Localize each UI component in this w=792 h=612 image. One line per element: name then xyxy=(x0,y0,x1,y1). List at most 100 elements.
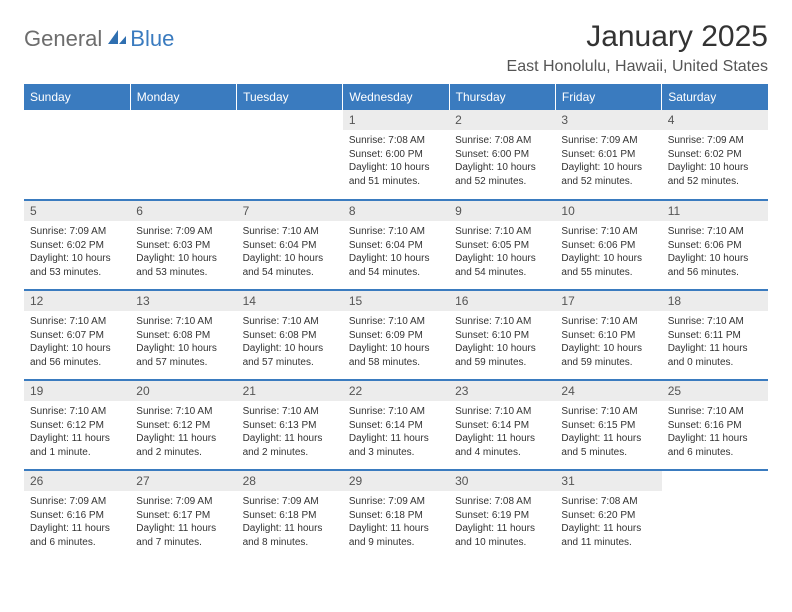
day-number: 29 xyxy=(343,471,449,491)
day-number: 24 xyxy=(555,381,661,401)
calendar-cell: 9Sunrise: 7:10 AMSunset: 6:05 PMDaylight… xyxy=(449,200,555,290)
calendar-cell: 31Sunrise: 7:08 AMSunset: 6:20 PMDayligh… xyxy=(555,470,661,560)
day-number: 27 xyxy=(130,471,236,491)
day-number: 3 xyxy=(555,110,661,130)
day-details: Sunrise: 7:09 AMSunset: 6:18 PMDaylight:… xyxy=(237,491,343,553)
day-details: Sunrise: 7:08 AMSunset: 6:00 PMDaylight:… xyxy=(449,130,555,192)
calendar-row: 12Sunrise: 7:10 AMSunset: 6:07 PMDayligh… xyxy=(24,290,768,380)
title-block: January 2025 East Honolulu, Hawaii, Unit… xyxy=(507,20,768,76)
day-number: 6 xyxy=(130,201,236,221)
calendar-row: 5Sunrise: 7:09 AMSunset: 6:02 PMDaylight… xyxy=(24,200,768,290)
calendar-cell: 17Sunrise: 7:10 AMSunset: 6:10 PMDayligh… xyxy=(555,290,661,380)
day-details: Sunrise: 7:10 AMSunset: 6:10 PMDaylight:… xyxy=(449,311,555,373)
day-number: 4 xyxy=(662,110,768,130)
day-number: 18 xyxy=(662,291,768,311)
day-number: 13 xyxy=(130,291,236,311)
day-number: 12 xyxy=(24,291,130,311)
day-number: 19 xyxy=(24,381,130,401)
day-details: Sunrise: 7:10 AMSunset: 6:09 PMDaylight:… xyxy=(343,311,449,373)
day-details: Sunrise: 7:10 AMSunset: 6:12 PMDaylight:… xyxy=(24,401,130,463)
calendar-cell: 19Sunrise: 7:10 AMSunset: 6:12 PMDayligh… xyxy=(24,380,130,470)
logo-text-general: General xyxy=(24,26,102,52)
calendar-cell: 25Sunrise: 7:10 AMSunset: 6:16 PMDayligh… xyxy=(662,380,768,470)
calendar-cell xyxy=(237,110,343,200)
day-number: 14 xyxy=(237,291,343,311)
calendar-cell: 10Sunrise: 7:10 AMSunset: 6:06 PMDayligh… xyxy=(555,200,661,290)
calendar-cell: 4Sunrise: 7:09 AMSunset: 6:02 PMDaylight… xyxy=(662,110,768,200)
calendar-cell: 30Sunrise: 7:08 AMSunset: 6:19 PMDayligh… xyxy=(449,470,555,560)
weekday-header: Thursday xyxy=(449,84,555,110)
day-number: 17 xyxy=(555,291,661,311)
calendar-cell: 27Sunrise: 7:09 AMSunset: 6:17 PMDayligh… xyxy=(130,470,236,560)
calendar-cell: 5Sunrise: 7:09 AMSunset: 6:02 PMDaylight… xyxy=(24,200,130,290)
weekday-header: Tuesday xyxy=(237,84,343,110)
day-details: Sunrise: 7:10 AMSunset: 6:04 PMDaylight:… xyxy=(237,221,343,283)
day-details: Sunrise: 7:10 AMSunset: 6:12 PMDaylight:… xyxy=(130,401,236,463)
calendar-cell: 16Sunrise: 7:10 AMSunset: 6:10 PMDayligh… xyxy=(449,290,555,380)
day-number: 9 xyxy=(449,201,555,221)
weekday-header: Monday xyxy=(130,84,236,110)
calendar-cell: 18Sunrise: 7:10 AMSunset: 6:11 PMDayligh… xyxy=(662,290,768,380)
day-number: 22 xyxy=(343,381,449,401)
day-number: 28 xyxy=(237,471,343,491)
day-details: Sunrise: 7:10 AMSunset: 6:15 PMDaylight:… xyxy=(555,401,661,463)
day-number: 5 xyxy=(24,201,130,221)
day-number: 30 xyxy=(449,471,555,491)
day-details: Sunrise: 7:10 AMSunset: 6:16 PMDaylight:… xyxy=(662,401,768,463)
calendar-cell: 20Sunrise: 7:10 AMSunset: 6:12 PMDayligh… xyxy=(130,380,236,470)
day-details: Sunrise: 7:09 AMSunset: 6:02 PMDaylight:… xyxy=(24,221,130,283)
calendar-cell: 14Sunrise: 7:10 AMSunset: 6:08 PMDayligh… xyxy=(237,290,343,380)
calendar-cell: 21Sunrise: 7:10 AMSunset: 6:13 PMDayligh… xyxy=(237,380,343,470)
day-details: Sunrise: 7:09 AMSunset: 6:18 PMDaylight:… xyxy=(343,491,449,553)
day-details: Sunrise: 7:10 AMSunset: 6:08 PMDaylight:… xyxy=(130,311,236,373)
calendar-cell: 6Sunrise: 7:09 AMSunset: 6:03 PMDaylight… xyxy=(130,200,236,290)
calendar-cell: 13Sunrise: 7:10 AMSunset: 6:08 PMDayligh… xyxy=(130,290,236,380)
calendar-body: 1Sunrise: 7:08 AMSunset: 6:00 PMDaylight… xyxy=(24,110,768,560)
calendar-cell: 15Sunrise: 7:10 AMSunset: 6:09 PMDayligh… xyxy=(343,290,449,380)
day-number: 21 xyxy=(237,381,343,401)
location-text: East Honolulu, Hawaii, United States xyxy=(507,58,768,76)
calendar-cell: 24Sunrise: 7:10 AMSunset: 6:15 PMDayligh… xyxy=(555,380,661,470)
day-details: Sunrise: 7:09 AMSunset: 6:01 PMDaylight:… xyxy=(555,130,661,192)
calendar-table: SundayMondayTuesdayWednesdayThursdayFrid… xyxy=(24,84,768,560)
calendar-cell: 29Sunrise: 7:09 AMSunset: 6:18 PMDayligh… xyxy=(343,470,449,560)
calendar-cell: 8Sunrise: 7:10 AMSunset: 6:04 PMDaylight… xyxy=(343,200,449,290)
header: General Blue January 2025 East Honolulu,… xyxy=(24,20,768,76)
day-details: Sunrise: 7:09 AMSunset: 6:16 PMDaylight:… xyxy=(24,491,130,553)
calendar-cell: 23Sunrise: 7:10 AMSunset: 6:14 PMDayligh… xyxy=(449,380,555,470)
day-details: Sunrise: 7:10 AMSunset: 6:13 PMDaylight:… xyxy=(237,401,343,463)
calendar-cell: 28Sunrise: 7:09 AMSunset: 6:18 PMDayligh… xyxy=(237,470,343,560)
weekday-header: Sunday xyxy=(24,84,130,110)
day-number: 1 xyxy=(343,110,449,130)
day-number: 20 xyxy=(130,381,236,401)
weekday-header: Wednesday xyxy=(343,84,449,110)
calendar-row: 19Sunrise: 7:10 AMSunset: 6:12 PMDayligh… xyxy=(24,380,768,470)
day-details: Sunrise: 7:10 AMSunset: 6:06 PMDaylight:… xyxy=(662,221,768,283)
weekday-header: Friday xyxy=(555,84,661,110)
logo-sail-icon xyxy=(106,28,128,51)
calendar-cell: 7Sunrise: 7:10 AMSunset: 6:04 PMDaylight… xyxy=(237,200,343,290)
day-details: Sunrise: 7:08 AMSunset: 6:00 PMDaylight:… xyxy=(343,130,449,192)
weekday-header: Saturday xyxy=(662,84,768,110)
day-details: Sunrise: 7:10 AMSunset: 6:11 PMDaylight:… xyxy=(662,311,768,373)
calendar-row: 26Sunrise: 7:09 AMSunset: 6:16 PMDayligh… xyxy=(24,470,768,560)
day-number: 8 xyxy=(343,201,449,221)
calendar-cell: 12Sunrise: 7:10 AMSunset: 6:07 PMDayligh… xyxy=(24,290,130,380)
day-details: Sunrise: 7:10 AMSunset: 6:08 PMDaylight:… xyxy=(237,311,343,373)
day-number: 15 xyxy=(343,291,449,311)
calendar-cell: 2Sunrise: 7:08 AMSunset: 6:00 PMDaylight… xyxy=(449,110,555,200)
day-details: Sunrise: 7:08 AMSunset: 6:20 PMDaylight:… xyxy=(555,491,661,553)
day-number: 16 xyxy=(449,291,555,311)
calendar-cell: 11Sunrise: 7:10 AMSunset: 6:06 PMDayligh… xyxy=(662,200,768,290)
day-details: Sunrise: 7:09 AMSunset: 6:17 PMDaylight:… xyxy=(130,491,236,553)
day-details: Sunrise: 7:10 AMSunset: 6:04 PMDaylight:… xyxy=(343,221,449,283)
day-details: Sunrise: 7:10 AMSunset: 6:14 PMDaylight:… xyxy=(343,401,449,463)
calendar-cell: 3Sunrise: 7:09 AMSunset: 6:01 PMDaylight… xyxy=(555,110,661,200)
page-title: January 2025 xyxy=(507,20,768,54)
day-number: 7 xyxy=(237,201,343,221)
weekday-header-row: SundayMondayTuesdayWednesdayThursdayFrid… xyxy=(24,84,768,110)
day-details: Sunrise: 7:10 AMSunset: 6:05 PMDaylight:… xyxy=(449,221,555,283)
day-number: 25 xyxy=(662,381,768,401)
day-details: Sunrise: 7:10 AMSunset: 6:14 PMDaylight:… xyxy=(449,401,555,463)
day-number: 10 xyxy=(555,201,661,221)
